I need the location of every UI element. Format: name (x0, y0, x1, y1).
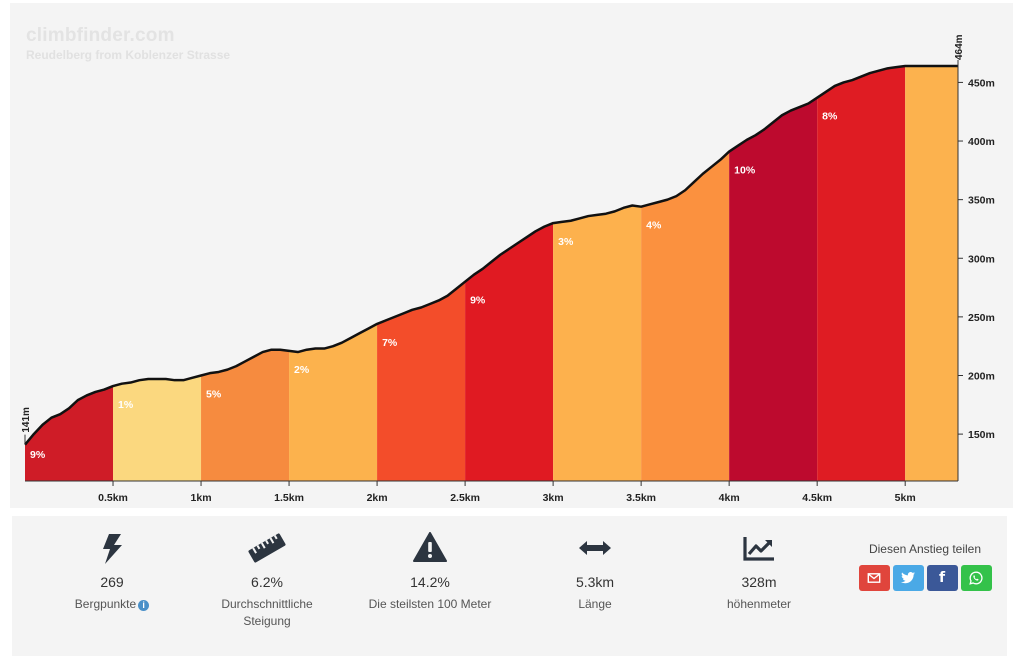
y-tick-label: 300m (968, 253, 995, 265)
stat-label: Länge (578, 597, 612, 611)
stat-value: 6.2% (251, 574, 283, 590)
gradient-segment-4 (289, 323, 378, 481)
elevation-chart: 9% 1% 5% 2% 7% 9% 3% 4% 10% 8% 0.5km 1km 1.5km 2km 2.5… (10, 3, 1013, 508)
x-tick-label: 0.5km (98, 492, 128, 504)
twitter-icon (901, 572, 915, 584)
stat-value: 328m (741, 574, 777, 590)
share-panel: Diesen Anstieg teilen f (850, 542, 1000, 591)
share-email-button[interactable] (858, 565, 890, 591)
stat-label: Die steilsten 100 Meter (368, 597, 492, 611)
gradient-segment-6 (465, 223, 554, 481)
y-tick-label: 150m (968, 429, 995, 441)
grade-label: 7% (382, 337, 398, 349)
stat-value: 269 (100, 574, 124, 590)
ruler-icon (248, 532, 286, 569)
x-tick-label: 1.5km (274, 492, 304, 504)
y-tick-label: 450m (968, 77, 995, 89)
x-tick-label: 4.5km (802, 492, 832, 504)
gradient-segment-1 (25, 386, 114, 481)
x-tick-label: 3km (543, 492, 564, 504)
stat-label: Durchschnittliche Steigung (221, 597, 313, 628)
share-title: Diesen Anstieg teilen (868, 542, 982, 556)
elevation-profile-svg: 9% 1% 5% 2% 7% 9% 3% 4% 10% 8% 0.5km 1km 1.5km 2km 2.5… (21, 34, 995, 504)
x-tick-label: 2.5km (450, 492, 480, 504)
lightning-icon (101, 534, 123, 569)
trend-chart-icon (743, 536, 775, 567)
share-buttons: f (850, 565, 1000, 591)
whatsapp-icon (969, 571, 983, 585)
grade-label: 9% (470, 295, 486, 307)
warning-icon (413, 532, 447, 567)
gradient-segment-11 (905, 66, 958, 481)
x-tick-label: 2km (367, 492, 388, 504)
start-elevation-label: 141m (21, 407, 32, 433)
elevation-line (24, 64, 958, 446)
grade-label: 3% (558, 236, 574, 248)
watermark-site: climbfinder.com (26, 25, 175, 46)
grade-label: 5% (206, 388, 222, 400)
end-elevation-label: 464m (954, 34, 965, 60)
share-whatsapp-button[interactable] (960, 565, 992, 591)
envelope-icon (867, 573, 881, 583)
share-twitter-button[interactable] (892, 565, 924, 591)
stat-label: höhenmeter (726, 597, 792, 611)
share-facebook-button[interactable]: f (926, 565, 958, 591)
grade-label: 10% (734, 165, 756, 177)
watermark-climb-name: Reudelberg from Koblenzer Strasse (26, 48, 231, 62)
x-tick-label: 5km (895, 492, 916, 504)
gradient-segment-8 (641, 151, 730, 481)
gradient-segment-5 (377, 281, 466, 481)
x-tick-label: 1km (191, 492, 212, 504)
grade-label: 9% (30, 449, 46, 461)
gradient-segment-3 (201, 349, 290, 481)
stat-value: 5.3km (575, 574, 615, 590)
y-tick-label: 200m (968, 370, 995, 382)
gradient-segment-9 (729, 97, 818, 482)
x-tick-label: 4km (719, 492, 740, 504)
grade-label: 2% (294, 364, 310, 376)
gradient-segment-10 (817, 66, 906, 481)
y-tick-label: 350m (968, 195, 995, 207)
grade-label: 8% (822, 111, 838, 123)
horizontal-arrows-icon (579, 540, 611, 561)
stat-label: Bergpunkte i (27, 596, 197, 613)
info-icon[interactable]: i (138, 600, 150, 611)
grade-label: 4% (646, 220, 662, 232)
stats-bar: 269 Bergpunkte i 6.2% Durchschnittliche S… (12, 516, 1007, 656)
x-tick-label: 3.5km (626, 492, 656, 504)
grade-label: 1% (118, 399, 134, 411)
y-tick-label: 250m (968, 312, 995, 324)
stat-value: 14.2% (410, 574, 450, 590)
facebook-icon: f (938, 570, 946, 586)
gradient-segment-7 (553, 205, 642, 481)
y-tick-label: 400m (968, 136, 995, 148)
gradient-segment-2 (113, 375, 202, 481)
